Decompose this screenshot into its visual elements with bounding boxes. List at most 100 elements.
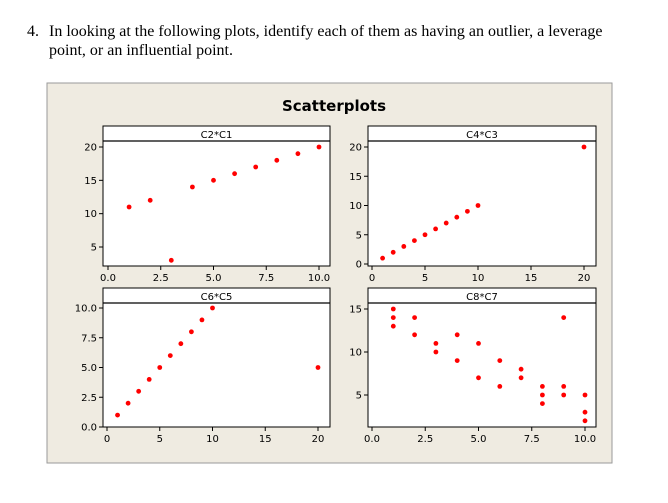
data-point <box>401 244 407 249</box>
data-point <box>390 306 396 312</box>
data-point <box>475 203 481 208</box>
data-point <box>561 384 567 389</box>
data-point <box>315 365 321 370</box>
data-point <box>167 353 173 358</box>
x-tick-label: 15 <box>259 434 272 445</box>
figure-title: Scatterplots <box>282 97 386 115</box>
data-point <box>454 214 460 220</box>
data-point <box>211 177 216 183</box>
y-tick-label: 20 <box>84 143 97 154</box>
y-tick-label: 10.0 <box>75 304 97 315</box>
data-point <box>115 412 120 418</box>
data-point <box>582 418 588 424</box>
data-point <box>497 358 503 363</box>
x-tick-label: 0 <box>104 434 110 445</box>
data-point <box>465 208 470 214</box>
y-tick-label: 10 <box>349 201 362 212</box>
data-point <box>476 375 481 381</box>
x-tick-label: 15 <box>525 273 538 284</box>
data-point <box>497 384 503 389</box>
data-point <box>157 365 163 370</box>
data-point <box>422 232 428 238</box>
data-point <box>412 315 417 320</box>
y-tick-label: 0 <box>356 260 362 271</box>
x-tick-label: 10 <box>206 434 219 445</box>
data-point <box>443 220 449 226</box>
data-point <box>540 392 545 398</box>
question-text: In looking at the following plots, ident… <box>49 23 603 59</box>
data-point <box>476 341 481 346</box>
data-point <box>433 226 438 232</box>
data-point <box>561 392 567 398</box>
data-point <box>561 315 567 320</box>
data-point <box>126 204 132 210</box>
data-point <box>433 349 439 355</box>
data-point <box>518 366 524 372</box>
data-point <box>581 144 587 150</box>
y-tick-label: 10 <box>84 209 97 220</box>
panel-title: C8*C7 <box>466 292 498 303</box>
data-point <box>232 171 238 177</box>
y-tick-label: 5 <box>356 391 362 402</box>
y-tick-label: 5 <box>356 230 362 241</box>
data-point <box>454 332 460 338</box>
data-point <box>316 144 322 150</box>
x-tick-label: 10.0 <box>308 273 330 284</box>
data-point <box>540 401 545 406</box>
y-tick-label: 15 <box>349 172 362 183</box>
data-point <box>125 400 131 406</box>
x-tick-label: 2.5 <box>417 434 433 445</box>
x-tick-label: 2.5 <box>153 273 169 284</box>
y-tick-label: 15 <box>84 176 97 187</box>
x-tick-label: 10.0 <box>574 434 596 445</box>
y-tick-label: 5 <box>91 243 97 254</box>
scatter-panel-2: C4*C3 0 5 10 15 20 0 5 10 15 20 <box>349 125 597 284</box>
data-point <box>168 257 174 263</box>
y-tick-label: 5.0 <box>81 363 97 374</box>
x-tick-label: 5.0 <box>471 434 487 445</box>
data-point <box>390 323 396 329</box>
question-number: 4. <box>27 23 39 40</box>
x-tick-label: 5 <box>422 273 428 284</box>
y-tick-label: 0.0 <box>81 423 97 434</box>
x-tick-label: 0.0 <box>100 273 116 284</box>
x-tick-label: 5 <box>157 434 163 445</box>
data-point <box>412 238 417 244</box>
y-tick-label: 20 <box>349 143 362 154</box>
plot-area <box>367 125 597 267</box>
panel-title: C4*C3 <box>466 130 498 141</box>
x-tick-label: 7.5 <box>524 434 540 445</box>
plot-area <box>102 125 331 267</box>
data-point <box>390 315 396 320</box>
plot-area <box>367 287 597 428</box>
data-point <box>540 384 545 389</box>
data-point <box>146 377 152 382</box>
data-point <box>295 151 301 157</box>
panel-title: C6*C5 <box>201 292 233 303</box>
data-point <box>274 157 280 163</box>
x-tick-label: 0.0 <box>364 434 380 445</box>
scatter-panel-4: C8*C7 0.0 2.5 5.0 7.5 10.0 5 10 15 <box>349 287 597 445</box>
data-point <box>253 164 259 170</box>
y-tick-label: 7.5 <box>81 333 97 344</box>
data-point <box>210 305 215 311</box>
x-tick-label: 5.0 <box>206 273 222 284</box>
scatter-panel-3: C6*C5 0 5 10 15 20 0.0 2.5 5.0 7.5 10.0 <box>75 287 331 445</box>
x-tick-label: 20 <box>312 434 325 445</box>
data-point <box>454 358 460 363</box>
data-point <box>136 388 142 394</box>
panel-title: C2*C1 <box>201 130 233 141</box>
x-tick-label: 20 <box>578 273 591 284</box>
y-tick-label: 2.5 <box>81 393 97 404</box>
scatter-panel-1: C2*C1 0.0 2.5 5.0 7.5 10.0 5 10 15 20 <box>84 125 331 284</box>
data-point <box>190 184 195 190</box>
data-point <box>433 341 439 346</box>
data-point <box>412 332 417 338</box>
plot-area <box>102 287 331 428</box>
y-tick-label: 10 <box>349 348 362 359</box>
data-point <box>178 341 184 347</box>
data-point <box>199 317 205 323</box>
x-tick-label: 10 <box>472 273 485 284</box>
data-point <box>582 392 588 398</box>
